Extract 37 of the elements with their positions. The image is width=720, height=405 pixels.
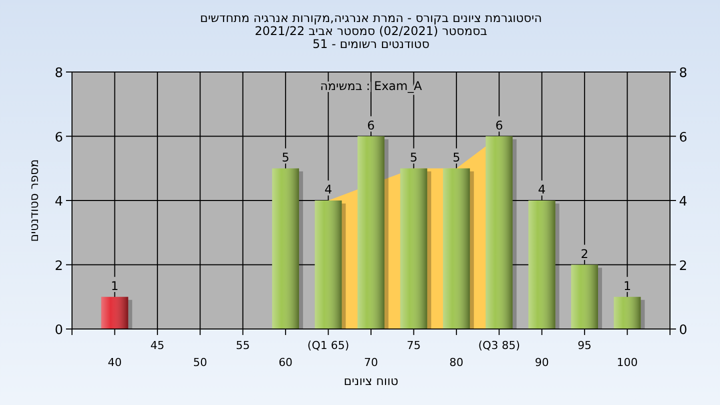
x-tick-label: 40 [108,356,122,369]
y-tick-label: 6 [54,130,63,146]
y2-tick-label: 4 [679,194,688,210]
data-label: 5 [282,150,290,164]
x-tick-label: 70 [364,356,378,369]
x-tick-label: (Q3 85) [478,339,520,352]
y-tick-label: 8 [54,66,63,81]
data-label: 6 [367,118,375,132]
y-tick-label: 4 [54,194,63,210]
data-label: 2 [580,246,588,261]
data-label: 1 [623,278,632,293]
x-tick-label: 55 [236,339,250,352]
data-label: 1 [110,278,119,293]
chart-subtitle: בסמסטר (02/2021) סמסטר אביב 2021/22 סטודנטים רשומים - 51 [254,24,488,51]
y2-tick-label: 2 [679,258,688,274]
x-tick-label: 80 [449,356,464,369]
x-axis-title: טווח ציונים [344,374,398,388]
x-tick-label: 60 [278,356,293,369]
y2-tick-label: 6 [679,130,688,146]
data-label: 5 [410,150,418,164]
y2-tick-label: 0 [679,323,688,338]
x-tick-label: 75 [406,339,421,352]
data-label: 6 [495,118,503,132]
x-tick-label: 100 [616,356,638,369]
y-axis-title: מספר סטודנטים [27,159,41,242]
y-tick-label: 0 [54,323,63,338]
x-tick-label: 90 [534,356,549,369]
y2-tick-label: 8 [679,66,688,81]
x-tick-label: 45 [150,339,164,352]
data-label: 4 [538,182,546,196]
chart-title: היסטוגרמת ציונים בקורס - המרת אנרגיה,מקורות אנרגיה מתחדשים [200,11,542,25]
x-tick-label: 50 [193,356,208,369]
x-tick-label: (Q1 65) [307,339,350,352]
y-tick-label: 2 [54,258,63,274]
data-label: 4 [324,182,332,196]
x-tick-label: 95 [578,339,592,352]
data-label: 5 [452,150,460,164]
